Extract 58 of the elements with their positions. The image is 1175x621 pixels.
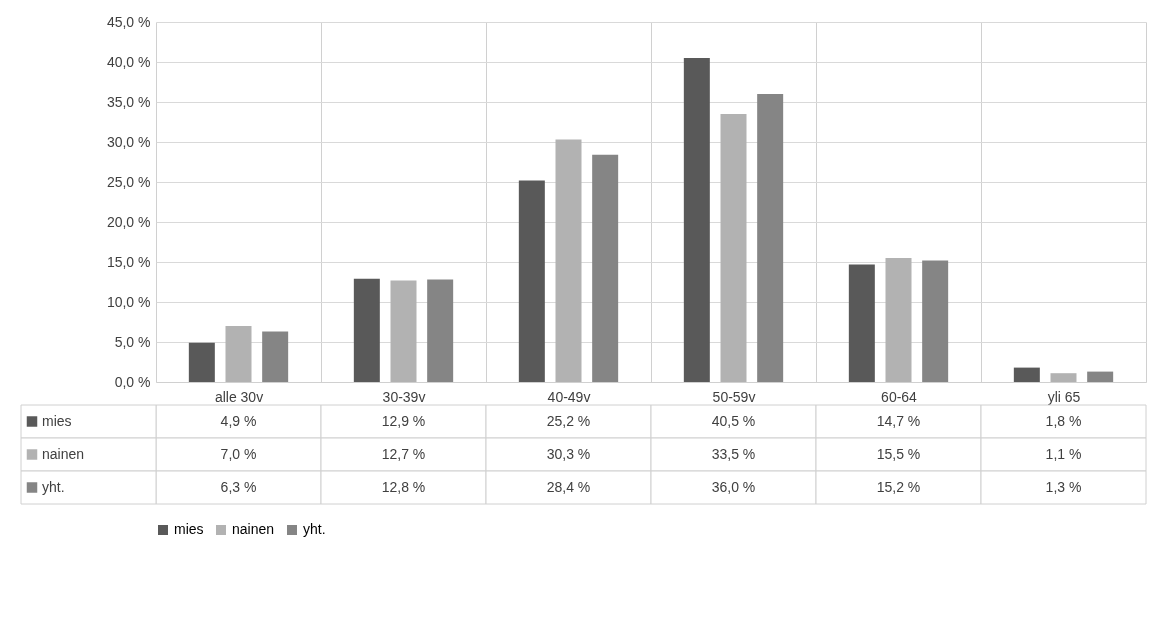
text: yht. <box>42 478 65 495</box>
x-tick-label: 40-49v <box>547 388 591 405</box>
data-label: 33,5 % <box>711 445 756 462</box>
data-label: 30,3 % <box>546 445 591 462</box>
bar <box>1087 371 1114 382</box>
bar <box>885 258 912 382</box>
bar <box>390 280 417 382</box>
data-label: 28,4 % <box>546 478 591 495</box>
legend-label: nainen <box>232 521 275 537</box>
data-label: 7,0 % <box>220 445 257 462</box>
y-tick-label: 25,0 % <box>106 173 151 190</box>
data-label: 1,8 % <box>1045 412 1082 429</box>
bar <box>922 260 949 382</box>
y-tick-label: 0,0 % <box>114 373 151 390</box>
x-tick-label: 50-59v <box>712 388 756 405</box>
data-label: 1,1 % <box>1045 445 1082 462</box>
data-label: 12,9 % <box>381 412 426 429</box>
bar <box>720 114 747 382</box>
y-tick-label: 30,0 % <box>106 133 151 150</box>
y-tick-label: 5,0 % <box>114 333 151 350</box>
bar <box>188 342 215 382</box>
x-tick-label: alle 30v <box>214 388 264 405</box>
data-label: 6,3 % <box>220 478 257 495</box>
bar <box>225 326 252 382</box>
bar <box>1050 373 1077 382</box>
bar <box>353 278 380 382</box>
bar <box>1013 367 1040 382</box>
y-tick-label: 10,0 % <box>106 293 151 310</box>
data-label: 12,7 % <box>381 445 426 462</box>
data-label: 36,0 % <box>711 478 756 495</box>
data-label: 1,3 % <box>1045 478 1082 495</box>
bar <box>427 279 454 382</box>
bar <box>262 331 289 382</box>
bar <box>757 94 784 382</box>
data-label: 12,8 % <box>381 478 426 495</box>
y-tick-label: 15,0 % <box>106 253 151 270</box>
y-tick-label: 20,0 % <box>106 213 151 230</box>
bar <box>518 180 545 382</box>
y-tick-label: 40,0 % <box>106 53 151 70</box>
bar <box>592 154 619 382</box>
data-label: 14,7 % <box>876 412 921 429</box>
data-label: 15,2 % <box>876 478 921 495</box>
bar <box>683 58 710 382</box>
text: mies <box>174 521 204 537</box>
legend-label: yht. <box>303 521 326 537</box>
legend-label: mies <box>42 412 72 429</box>
data-label: 40,5 % <box>711 412 756 429</box>
y-tick-label: 45,0 % <box>106 13 151 30</box>
bar <box>848 264 875 382</box>
data-label: 15,5 % <box>876 445 921 462</box>
text: nainen <box>42 445 85 462</box>
x-tick-label: 30-39v <box>382 388 426 405</box>
data-label: 4,9 % <box>220 412 257 429</box>
data-label: 25,2 % <box>546 412 591 429</box>
bar <box>555 139 582 382</box>
x-tick-label: 60-64 <box>881 388 918 405</box>
y-tick-label: 35,0 % <box>106 93 151 110</box>
x-tick-label: yli 65 <box>1047 388 1081 405</box>
